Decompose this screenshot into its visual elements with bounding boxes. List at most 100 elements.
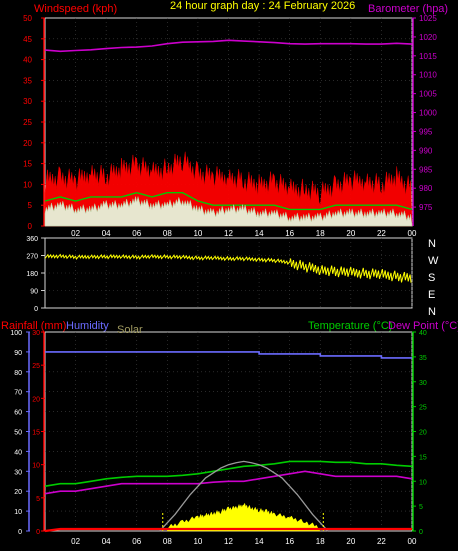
wind-avg-line: [44, 191, 413, 211]
wind-x-tick-label: 20: [346, 229, 355, 238]
hum-tick-label: 70: [14, 390, 22, 397]
dir-tick-label: 270: [26, 254, 38, 261]
windspeed-axis-title: Windspeed (kph): [34, 3, 117, 15]
wind-left-tick-label: 10: [23, 180, 32, 189]
baro-right-tick-label: 1025: [419, 14, 437, 23]
hum-tick-label: 20: [14, 489, 22, 496]
wind-left-tick-label: 50: [23, 14, 32, 23]
compass-w: W: [428, 255, 439, 267]
baro-right-tick-label: 975: [419, 203, 433, 212]
clim-x-tick-label: 20: [346, 537, 355, 546]
baro-right-tick-label: 990: [419, 146, 433, 155]
baro-right-tick-label: 1005: [419, 90, 437, 99]
wind-left-tick-label: 35: [23, 76, 32, 85]
wind-x-tick-label: 22: [377, 229, 386, 238]
compass-s: S: [428, 272, 435, 284]
wind-left-tick-label: 0: [28, 222, 33, 231]
clim-x-tick-label: 14: [255, 537, 264, 546]
barometer-axis-title: Barometer (hpa): [368, 3, 448, 15]
barometer-line: [44, 39, 413, 53]
temp-tick-label: 15: [419, 454, 427, 461]
dir-tick-label: 360: [26, 236, 38, 243]
rainfall-axis-title: Rainfall (mm): [1, 320, 66, 332]
clim-x-tick-label: 02: [71, 537, 80, 546]
baro-right-tick-label: 1010: [419, 71, 437, 80]
rain-tick-label: 15: [32, 430, 40, 437]
temp-tick-label: 5: [419, 504, 423, 511]
hum-tick-label: 50: [14, 430, 22, 437]
hum-tick-label: 40: [14, 449, 22, 456]
temperature-line: [44, 460, 413, 487]
compass-e: E: [428, 289, 435, 301]
solar-label: Solar: [117, 324, 143, 336]
wind-panel-grid: [41, 17, 416, 227]
wind-x-tick-label: 16: [285, 229, 294, 238]
hum-tick-label: 0: [18, 529, 22, 536]
clim-x-tick-label: 18: [316, 537, 325, 546]
baro-right-tick-label: 985: [419, 165, 433, 174]
rain-tick-label: 30: [32, 330, 40, 337]
wind-left-tick-label: 20: [23, 139, 32, 148]
wind-x-tick-label: 02: [71, 229, 80, 238]
solar-theoretical-curve: [159, 460, 329, 532]
clim-x-tick-label: 00: [408, 537, 417, 546]
baro-right-tick-label: 1015: [419, 52, 437, 61]
wind-x-tick-label: 00: [408, 229, 417, 238]
clim-x-tick-label: 04: [102, 537, 111, 546]
humidity-line: [45, 351, 412, 359]
temp-tick-label: 25: [419, 405, 427, 412]
wind-x-tick-label: 08: [163, 229, 172, 238]
compass-n-bottom: N: [428, 306, 436, 318]
dewpoint-line: [44, 470, 413, 495]
rain-tick-label: 10: [32, 463, 40, 470]
temp-tick-label: 20: [419, 430, 427, 437]
hum-tick-label: 80: [14, 370, 22, 377]
wind-direction-trace: [44, 253, 412, 283]
temp-tick-label: 10: [419, 479, 427, 486]
wind-x-tick-label: 06: [132, 229, 141, 238]
wind-x-tick-label: 18: [316, 229, 325, 238]
clim-x-tick-label: 08: [163, 537, 172, 546]
direction-panel-grid: [41, 237, 413, 309]
temp-tick-label: 30: [419, 380, 427, 387]
baro-right-tick-label: 980: [419, 184, 433, 193]
wind-left-tick-label: 30: [23, 97, 32, 106]
clim-x-tick-label: 12: [224, 537, 233, 546]
dir-tick-label: 0: [34, 306, 38, 313]
hum-tick-label: 30: [14, 469, 22, 476]
hum-tick-label: 100: [10, 330, 22, 337]
hum-tick-label: 10: [14, 509, 22, 516]
wind-x-tick-label: 10: [193, 229, 202, 238]
climate-panel-marks: [44, 351, 413, 533]
rain-tick-label: 0: [36, 529, 40, 536]
graph-title: 24 hour graph day : 24 February 2026: [170, 0, 355, 12]
baro-right-tick-label: 1020: [419, 33, 437, 42]
hum-tick-label: 90: [14, 350, 22, 357]
axis-labels: 0510152025303540455097598098599099510001…: [10, 14, 437, 546]
clim-x-tick-label: 10: [193, 537, 202, 546]
temp-tick-label: 40: [419, 330, 427, 337]
wind-left-tick-label: 25: [23, 118, 32, 127]
wind-panel-marks: [44, 39, 413, 227]
climate-panel-frame: [44, 331, 413, 532]
wind-x-tick-label: 14: [255, 229, 264, 238]
wind-x-tick-label: 04: [102, 229, 111, 238]
rain-tick-label: 20: [32, 396, 40, 403]
hum-tick-label: 60: [14, 410, 22, 417]
clim-x-tick-label: 16: [285, 537, 294, 546]
wind-left-tick-label: 15: [23, 160, 32, 169]
temp-tick-label: 35: [419, 355, 427, 362]
rain-tick-label: 25: [32, 363, 40, 370]
clim-x-tick-label: 22: [377, 537, 386, 546]
baro-right-tick-label: 1000: [419, 109, 437, 118]
temp-tick-label: 0: [419, 529, 423, 536]
wind-speed-area: [44, 196, 413, 227]
wind-left-tick-label: 45: [23, 35, 32, 44]
baro-right-tick-label: 995: [419, 127, 433, 136]
rain-tick-label: 5: [36, 496, 40, 503]
rainfall-line: [44, 527, 412, 533]
dir-tick-label: 90: [30, 289, 38, 296]
climate-panel-grid: [26, 331, 416, 532]
humidity-axis-title: Humidity: [66, 320, 109, 332]
